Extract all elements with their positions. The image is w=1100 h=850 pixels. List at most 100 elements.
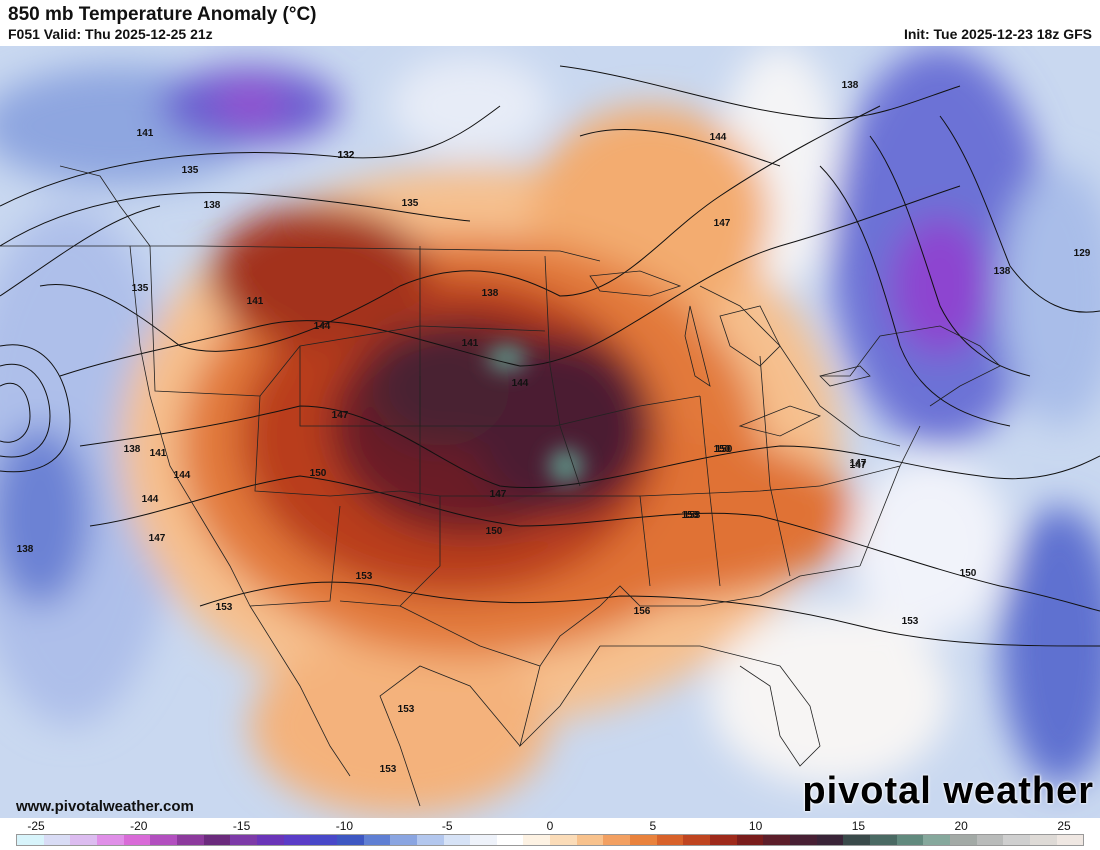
website-link[interactable]: www.pivotalweather.com xyxy=(16,798,194,815)
colorbar-swatch xyxy=(390,835,417,845)
contour-label: 144 xyxy=(512,378,529,389)
colorbar-swatch xyxy=(896,835,924,845)
colorbar-swatch xyxy=(443,835,471,845)
colorbar-swatch xyxy=(683,835,711,845)
colorbar-swatch xyxy=(70,835,97,845)
colorbar-tick-label: 15 xyxy=(851,819,866,833)
anomaly-map: 132 135 135 138 135 141 144 138 141 144 147 147 138 1… xyxy=(0,46,1100,818)
contour-label: 156 xyxy=(634,606,651,617)
political-borders xyxy=(0,165,1001,807)
colorbar-swatch xyxy=(870,835,897,845)
colorbar-tick-label: 25 xyxy=(1057,819,1071,833)
contour-label: 144 xyxy=(174,470,191,481)
colorbar-tick-label: -25 xyxy=(27,819,45,833)
colorbar xyxy=(16,834,1084,846)
valid-time: F051 Valid: Thu 2025-12-25 21z xyxy=(8,26,213,42)
colorbar-swatch xyxy=(150,835,177,845)
map-canvas: 132 135 135 138 135 141 144 138 141 144 147 147 138 1… xyxy=(0,46,1100,818)
colorbar-ticks: -25 -20 -15 -10 -5 0 5 10 15 20 25 xyxy=(0,819,1100,833)
contour-label: 138 xyxy=(482,288,499,299)
contour-label: 138 xyxy=(17,544,34,555)
contour-label: 153 xyxy=(356,571,373,582)
contour-label: 147 xyxy=(332,410,349,421)
colorbar-tick-label: -15 xyxy=(232,819,251,833)
great-lakes xyxy=(589,270,871,437)
contour-labels: 132 135 135 138 135 141 144 138 141 144 147 147 138 1… xyxy=(17,80,1091,775)
contour-label: 150 xyxy=(714,444,731,455)
contour-label: 150 xyxy=(960,568,977,579)
colorbar-swatch xyxy=(310,835,337,845)
colorbar-swatch xyxy=(843,835,870,845)
init-time: Init: Tue 2025-12-23 18z GFS xyxy=(903,26,1092,42)
colorbar-swatch xyxy=(363,835,391,845)
colorbar-swatch xyxy=(949,835,977,845)
contour-label: 153 xyxy=(216,602,233,613)
colorbar-swatch xyxy=(283,835,311,845)
colorbar-tick-label: -20 xyxy=(130,819,148,833)
contour-label: 147 xyxy=(149,533,166,544)
contour-label: 147 xyxy=(490,489,507,500)
contour-label: 153 xyxy=(682,510,699,521)
colorbar-tick-label: -10 xyxy=(335,819,354,833)
contour-label: 150 xyxy=(310,468,327,479)
contour-label: 147 xyxy=(714,218,731,229)
colorbar-swatch xyxy=(1003,835,1030,845)
colorbar-tick-label: -5 xyxy=(441,819,453,833)
contour-label: 141 xyxy=(150,448,167,459)
colorbar-swatch xyxy=(416,835,444,845)
colorbar-swatch xyxy=(550,835,577,845)
colorbar-swatch xyxy=(230,835,257,845)
colorbar-swatch xyxy=(656,835,684,845)
colorbar-tick-label: 10 xyxy=(748,819,763,833)
contour-label: 144 xyxy=(710,132,727,143)
colorbar-swatch xyxy=(17,835,44,845)
contour-label: 147 xyxy=(850,458,867,469)
contour-label: 129 xyxy=(1074,248,1091,259)
colorbar-swatch xyxy=(576,835,604,845)
height-contours xyxy=(0,65,1100,647)
colorbar-swatch xyxy=(523,835,551,845)
colorbar-swatch xyxy=(470,835,497,845)
contour-label: 135 xyxy=(132,283,149,294)
colorbar-tick-label: 5 xyxy=(649,819,657,833)
contour-label: 132 xyxy=(338,150,355,161)
colorbar-swatch xyxy=(603,835,631,845)
colorbar-tick-label: 0 xyxy=(546,819,554,833)
colorbar-swatch xyxy=(816,835,844,845)
colorbar-swatch xyxy=(176,835,204,845)
contour-label: 138 xyxy=(842,80,859,91)
contour-label: 150 xyxy=(716,444,733,455)
contour-label: 153 xyxy=(902,616,919,627)
contour-label: 144 xyxy=(314,321,331,332)
contour-label: 153 xyxy=(380,764,397,775)
colorbar-swatch xyxy=(43,835,71,845)
contour-label: 144 xyxy=(142,494,159,505)
contour-label: 141 xyxy=(137,128,154,139)
contour-label: 135 xyxy=(182,165,199,176)
colorbar-swatch xyxy=(496,835,524,845)
colorbar-swatch xyxy=(710,835,737,845)
brand-logo: pivotal weather xyxy=(802,770,1094,812)
contour-label: 138 xyxy=(994,266,1011,277)
contour-label: 141 xyxy=(462,338,479,349)
contour-label: 135 xyxy=(402,198,419,209)
colorbar-swatch xyxy=(256,835,284,845)
contour-label: 153 xyxy=(398,704,415,715)
contour-label: 147 xyxy=(850,460,867,471)
colorbar-swatch xyxy=(630,835,657,845)
contour-label: 141 xyxy=(247,296,264,307)
colorbar-swatch xyxy=(336,835,364,845)
page-title: 850 mb Temperature Anomaly (°C) xyxy=(8,4,317,25)
colorbar-swatch xyxy=(1056,835,1084,845)
colorbar-swatch xyxy=(96,835,124,845)
contour-label: 138 xyxy=(124,444,141,455)
colorbar-swatch xyxy=(736,835,764,845)
colorbar-swatch xyxy=(923,835,950,845)
colorbar-swatch xyxy=(790,835,817,845)
colorbar-swatch xyxy=(123,835,151,845)
contour-label: 132 xyxy=(338,150,355,161)
contour-label: 153 xyxy=(684,510,701,521)
anomaly-field xyxy=(0,46,1100,816)
contour-label: 138 xyxy=(204,200,221,211)
contour-label: 150 xyxy=(486,526,503,537)
